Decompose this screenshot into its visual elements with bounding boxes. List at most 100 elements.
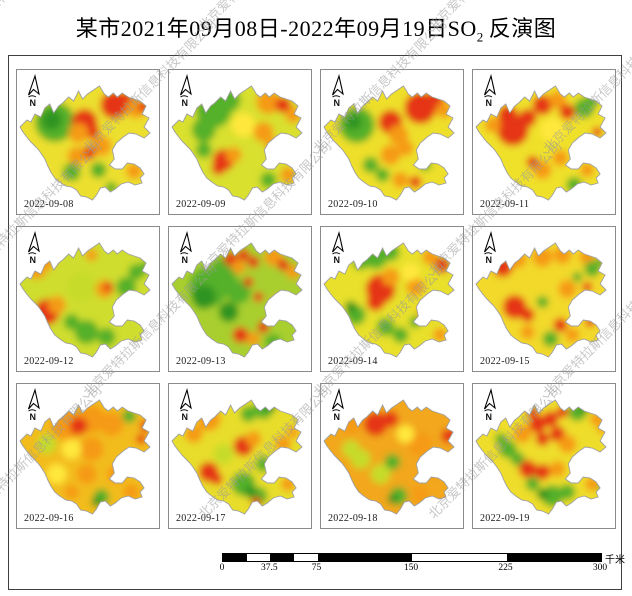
heat-blob	[99, 412, 124, 436]
north-arrow-needle	[179, 388, 192, 410]
panel-date: 2022-09-16	[24, 513, 74, 524]
heat-blob	[232, 327, 249, 343]
heat-blob	[535, 432, 550, 446]
heat-blob	[265, 334, 282, 350]
heat-blob	[36, 434, 57, 454]
heat-blob	[136, 434, 147, 444]
heatmap-svg	[475, 85, 607, 201]
panel-date: 2022-09-10	[328, 199, 378, 210]
north-arrow-flourish	[332, 95, 341, 98]
heatmap-svg	[475, 399, 607, 515]
north-arrow-icon: N	[179, 388, 192, 422]
north-arrow-needle	[179, 74, 192, 96]
heat-blob	[382, 411, 399, 427]
heatmap-svg	[475, 242, 607, 358]
heat-blob	[406, 278, 425, 296]
panel-date: 2022-09-17	[176, 513, 226, 524]
heat-blob	[508, 250, 527, 268]
heat-blob	[246, 332, 261, 346]
heatmap-svg	[19, 399, 151, 515]
map-panel: N 2022-09-18	[320, 383, 464, 529]
heat-blob	[417, 304, 434, 320]
map-panel: N 2022-09-12	[16, 226, 160, 372]
heat-blob	[520, 325, 535, 339]
heat-blob	[128, 264, 145, 280]
heat-blob	[565, 328, 580, 342]
north-arrow-label: N	[486, 98, 493, 108]
heat-blob	[243, 277, 254, 287]
map-panel: N 2022-09-17	[168, 383, 312, 529]
heat-blob	[518, 109, 537, 127]
heat-blob	[528, 415, 547, 433]
heat-blob	[240, 406, 257, 422]
heat-blob	[553, 318, 568, 332]
heat-blob	[247, 256, 260, 268]
heat-blob	[572, 272, 583, 282]
heat-blob	[559, 104, 576, 120]
heat-blob	[255, 456, 272, 472]
north-arrow-needle	[27, 388, 40, 410]
north-arrow-label: N	[182, 412, 189, 422]
heatmap-svg	[171, 399, 303, 515]
heat-blob	[387, 494, 398, 504]
heat-blob	[408, 432, 433, 456]
heat-blob	[434, 257, 451, 273]
heat-blob	[265, 138, 282, 154]
heat-blob	[592, 127, 603, 137]
heat-blob	[392, 172, 409, 188]
north-arrow-icon: N	[27, 74, 40, 108]
heat-blob	[380, 145, 401, 165]
heat-blob	[510, 452, 525, 466]
figure-title-subscript: 2	[476, 29, 484, 45]
heat-blob	[97, 328, 116, 346]
scalebar-tick-label: 37.5	[260, 563, 278, 573]
heat-blob	[91, 136, 112, 156]
scalebar-segment	[412, 554, 507, 561]
north-arrow-needle	[179, 231, 192, 253]
north-arrow-label: N	[182, 98, 189, 108]
north-arrow-needle	[483, 231, 496, 253]
north-arrow-flourish	[180, 252, 189, 255]
heat-blob	[401, 263, 420, 281]
heat-blob	[397, 140, 414, 156]
heat-blob	[253, 122, 274, 142]
heat-blob	[116, 277, 137, 297]
heat-blob	[558, 280, 577, 298]
heat-blob	[409, 176, 422, 188]
north-arrow-icon: N	[483, 388, 496, 422]
north-arrow-needle	[331, 74, 344, 96]
heat-blob	[597, 424, 607, 434]
heat-blob	[344, 301, 357, 313]
heat-blob	[381, 268, 400, 286]
scalebar-segment	[223, 554, 247, 561]
heat-blob	[534, 464, 551, 480]
scalebar-segment	[246, 554, 271, 561]
heat-blob	[85, 249, 98, 261]
north-arrow-flourish	[332, 409, 341, 412]
heat-blob	[497, 105, 518, 125]
heat-blob	[231, 113, 256, 137]
heat-blob	[280, 167, 297, 183]
heat-blob	[484, 117, 501, 133]
north-arrow-flourish	[484, 95, 493, 98]
heat-blob	[74, 320, 99, 344]
north-arrow-flourish	[180, 95, 189, 98]
heat-blob	[350, 449, 371, 469]
heat-blob	[260, 172, 277, 188]
heat-blob	[363, 412, 388, 436]
heat-blob	[520, 308, 535, 322]
heat-blob	[536, 488, 549, 500]
heat-blob	[533, 161, 552, 179]
heat-blob	[237, 249, 250, 261]
heat-blob	[275, 97, 292, 113]
heat-blob	[352, 254, 369, 270]
heat-blob	[245, 431, 262, 447]
map-panel: N 2022-09-19	[472, 383, 616, 529]
heat-blob	[366, 293, 385, 311]
north-arrow-label: N	[486, 255, 493, 265]
heat-blob	[213, 444, 234, 464]
north-arrow-label: N	[182, 255, 189, 265]
heat-blob	[532, 95, 553, 115]
heat-blob	[542, 331, 559, 347]
heat-blob	[502, 295, 527, 319]
